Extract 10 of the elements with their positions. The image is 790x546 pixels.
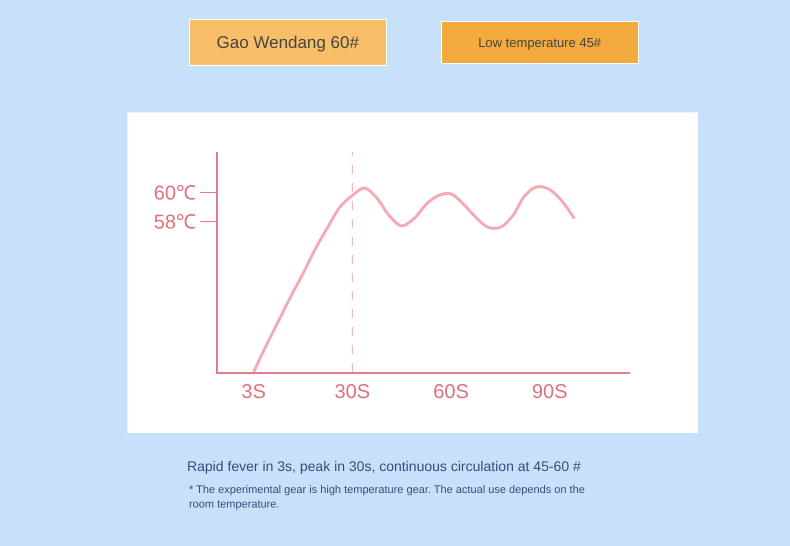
text: * The experimental gear is high temperature gear. The actual use depends on the room temperature. — [189, 484, 585, 510]
x-tick-label: 30S — [334, 381, 370, 403]
x-tick-label: 60S — [433, 381, 469, 403]
x-tick-label: 90S — [532, 381, 568, 403]
y-tick-label: 60℃ — [154, 182, 196, 205]
x-tick-label: 3S — [241, 381, 266, 403]
text: Gao Wendang 60# — [216, 33, 360, 52]
y-tick-label: 58℃ — [154, 211, 196, 234]
text: Low temperature 45# — [478, 35, 602, 50]
text: Rapid fever in 3s, peak in 30s, continuous circulation at 45-60 # — [187, 458, 582, 474]
